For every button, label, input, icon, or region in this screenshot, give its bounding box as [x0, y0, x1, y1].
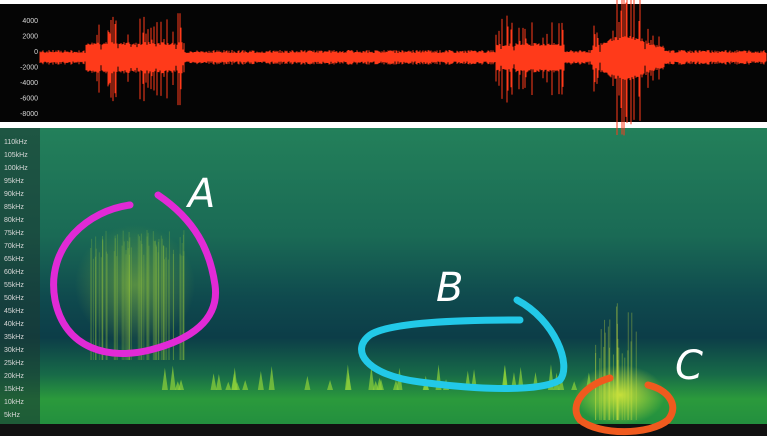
frequency-tick-label: 55kHz — [4, 282, 24, 289]
frequency-tick-label: 50kHz — [4, 295, 24, 302]
frequency-tick-label: 95kHz — [4, 178, 24, 185]
label-b: B — [436, 265, 463, 311]
frequency-tick-label: 65kHz — [4, 256, 24, 263]
frequency-tick-label: 85kHz — [4, 204, 24, 211]
circle-a — [50, 191, 220, 357]
call — [368, 366, 375, 390]
waveform-tick-label: -2000 — [20, 64, 38, 71]
frequency-tick-label: 70kHz — [4, 243, 24, 250]
time-axis — [0, 424, 767, 436]
frequency-tick-label: 35kHz — [4, 334, 24, 341]
frequency-tick-label: 110kHz — [4, 139, 28, 146]
frequency-tick-label: 30kHz — [4, 347, 24, 354]
waveform-tick-label: -4000 — [20, 80, 38, 87]
frequency-tick-label: 10kHz — [4, 399, 24, 406]
label-column — [0, 128, 40, 436]
call — [344, 364, 351, 390]
waveform-tick-label: 4000 — [22, 18, 38, 25]
circle-c — [572, 374, 677, 436]
frequency-tick-label: 100kHz — [4, 165, 28, 172]
waveform-tick-label: -8000 — [20, 111, 38, 118]
call — [571, 381, 578, 390]
call — [268, 366, 275, 390]
frequency-tick-label: 15kHz — [4, 386, 24, 393]
call — [517, 366, 524, 390]
frequency-tick-label: 105kHz — [4, 152, 28, 159]
call — [215, 374, 222, 390]
call — [225, 381, 232, 390]
frequency-tick-label: 20kHz — [4, 373, 24, 380]
call — [304, 375, 311, 390]
signal-c — [575, 365, 665, 425]
frequency-tick-label: 75kHz — [4, 230, 24, 237]
call — [234, 381, 241, 390]
frequency-tick-label: 60kHz — [4, 269, 24, 276]
call — [210, 373, 217, 390]
frequency-tick-label: 40kHz — [4, 321, 24, 328]
waveform — [39, 0, 767, 136]
frequency-tick-label: 45kHz — [4, 308, 24, 315]
call — [376, 377, 383, 390]
frequency-tick-label: 25kHz — [4, 360, 24, 367]
call — [169, 365, 176, 390]
waveform-tick-label: 2000 — [22, 33, 38, 40]
circle-b — [358, 296, 568, 392]
call — [372, 380, 379, 390]
frequency-tick-label: 90kHz — [4, 191, 24, 198]
call — [242, 380, 249, 390]
call — [327, 380, 334, 390]
call — [161, 367, 168, 390]
frequency-tick-label: 80kHz — [4, 217, 24, 224]
call — [174, 381, 181, 390]
call — [501, 364, 508, 390]
frequency-tick-label: 5kHz — [4, 412, 20, 419]
signal-a — [75, 225, 195, 345]
waveform-trace — [39, 0, 767, 136]
waveform-tick-label: -6000 — [20, 95, 38, 102]
label-a: A — [185, 171, 215, 217]
label-c: C — [675, 343, 703, 389]
waveform-tick-label: 0 — [34, 49, 38, 56]
call — [257, 371, 264, 390]
